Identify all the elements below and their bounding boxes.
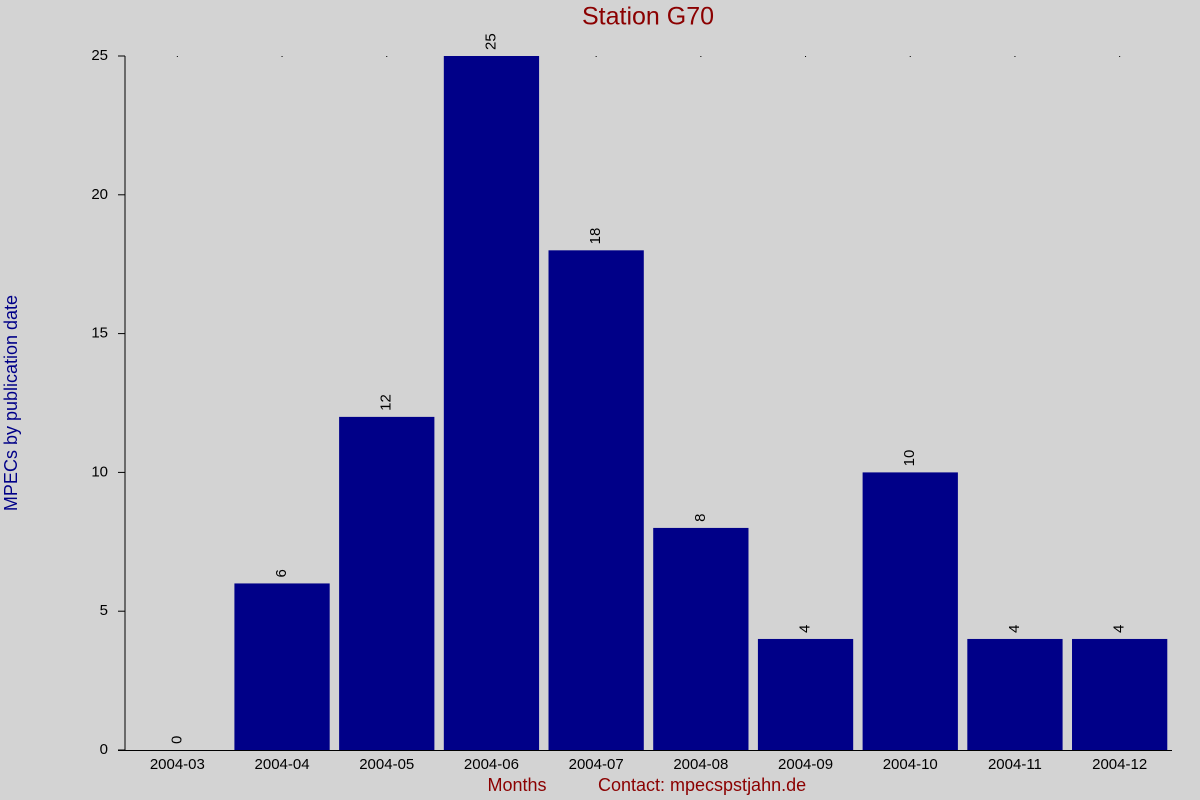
- x-tick-label: 2004-12: [1092, 756, 1147, 773]
- value-label: 4: [797, 625, 814, 633]
- y-tick-label: 10: [91, 463, 108, 480]
- top-dot: [1119, 56, 1121, 57]
- x-tick-label: 2004-05: [359, 756, 414, 773]
- chart-title: Station G70: [582, 3, 714, 31]
- x-tick-label: 2004-03: [150, 756, 205, 773]
- bar: [234, 583, 330, 750]
- value-label: 8: [692, 514, 709, 522]
- bar: [443, 56, 540, 750]
- top-dot: [700, 56, 702, 57]
- y-tick-label: 0: [100, 741, 108, 758]
- x-tick-label: 2004-06: [464, 756, 519, 773]
- value-label: 18: [587, 228, 604, 245]
- value-label: 6: [273, 569, 290, 577]
- value-label: 25: [482, 33, 499, 50]
- top-dot: [909, 56, 911, 57]
- value-label: 4: [1006, 625, 1023, 633]
- bar: [967, 638, 1063, 750]
- bar: [1072, 638, 1168, 750]
- x-tick-label: 2004-10: [883, 756, 938, 773]
- bar: [339, 416, 435, 750]
- x-tick-label: 2004-11: [988, 756, 1042, 773]
- top-dot: [176, 56, 178, 57]
- top-dot: [595, 56, 597, 57]
- value-label: 0: [168, 736, 185, 744]
- bar: [653, 527, 749, 750]
- y-tick-label: 5: [100, 602, 108, 619]
- top-dot: [1014, 56, 1016, 57]
- top-dot: [386, 56, 388, 57]
- x-tick-label: 2004-07: [569, 756, 624, 773]
- x-axis-label: Months: [487, 775, 546, 795]
- x-tick-label: 2004-08: [673, 756, 728, 773]
- x-tick-label: 2004-04: [255, 756, 310, 773]
- value-label: 10: [901, 450, 918, 467]
- bar: [757, 638, 854, 750]
- value-label: 4: [1111, 625, 1128, 633]
- footer: Contact: mpecspstjahn.de: [598, 775, 806, 795]
- top-dot: [805, 56, 807, 57]
- bar: [548, 250, 644, 750]
- bar: [862, 472, 958, 750]
- y-tick-label: 15: [91, 325, 108, 342]
- x-tick-label: 2004-09: [778, 756, 833, 773]
- y-tick-label: 25: [91, 47, 108, 64]
- value-label: 12: [378, 394, 395, 411]
- y-tick-label: 20: [91, 186, 108, 203]
- top-dot: [281, 56, 283, 57]
- y-axis-label: MPECs by publication date: [1, 295, 21, 511]
